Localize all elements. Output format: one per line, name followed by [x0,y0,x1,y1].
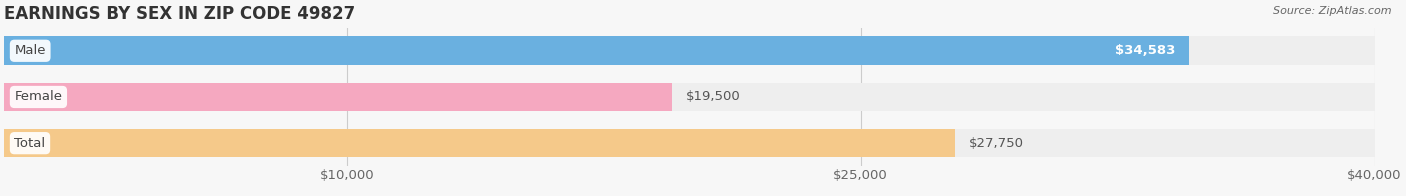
Text: $19,500: $19,500 [686,91,741,103]
Text: EARNINGS BY SEX IN ZIP CODE 49827: EARNINGS BY SEX IN ZIP CODE 49827 [4,5,356,23]
Bar [4,36,1189,65]
Text: $34,583: $34,583 [1115,44,1175,57]
Text: Source: ZipAtlas.com: Source: ZipAtlas.com [1274,6,1392,16]
Text: Female: Female [14,91,62,103]
Bar [4,36,1375,65]
Text: $27,750: $27,750 [969,137,1024,150]
Bar [4,129,1375,157]
Bar [4,83,1375,111]
Bar [4,83,672,111]
Text: Male: Male [14,44,46,57]
Text: Total: Total [14,137,45,150]
Bar [4,129,955,157]
